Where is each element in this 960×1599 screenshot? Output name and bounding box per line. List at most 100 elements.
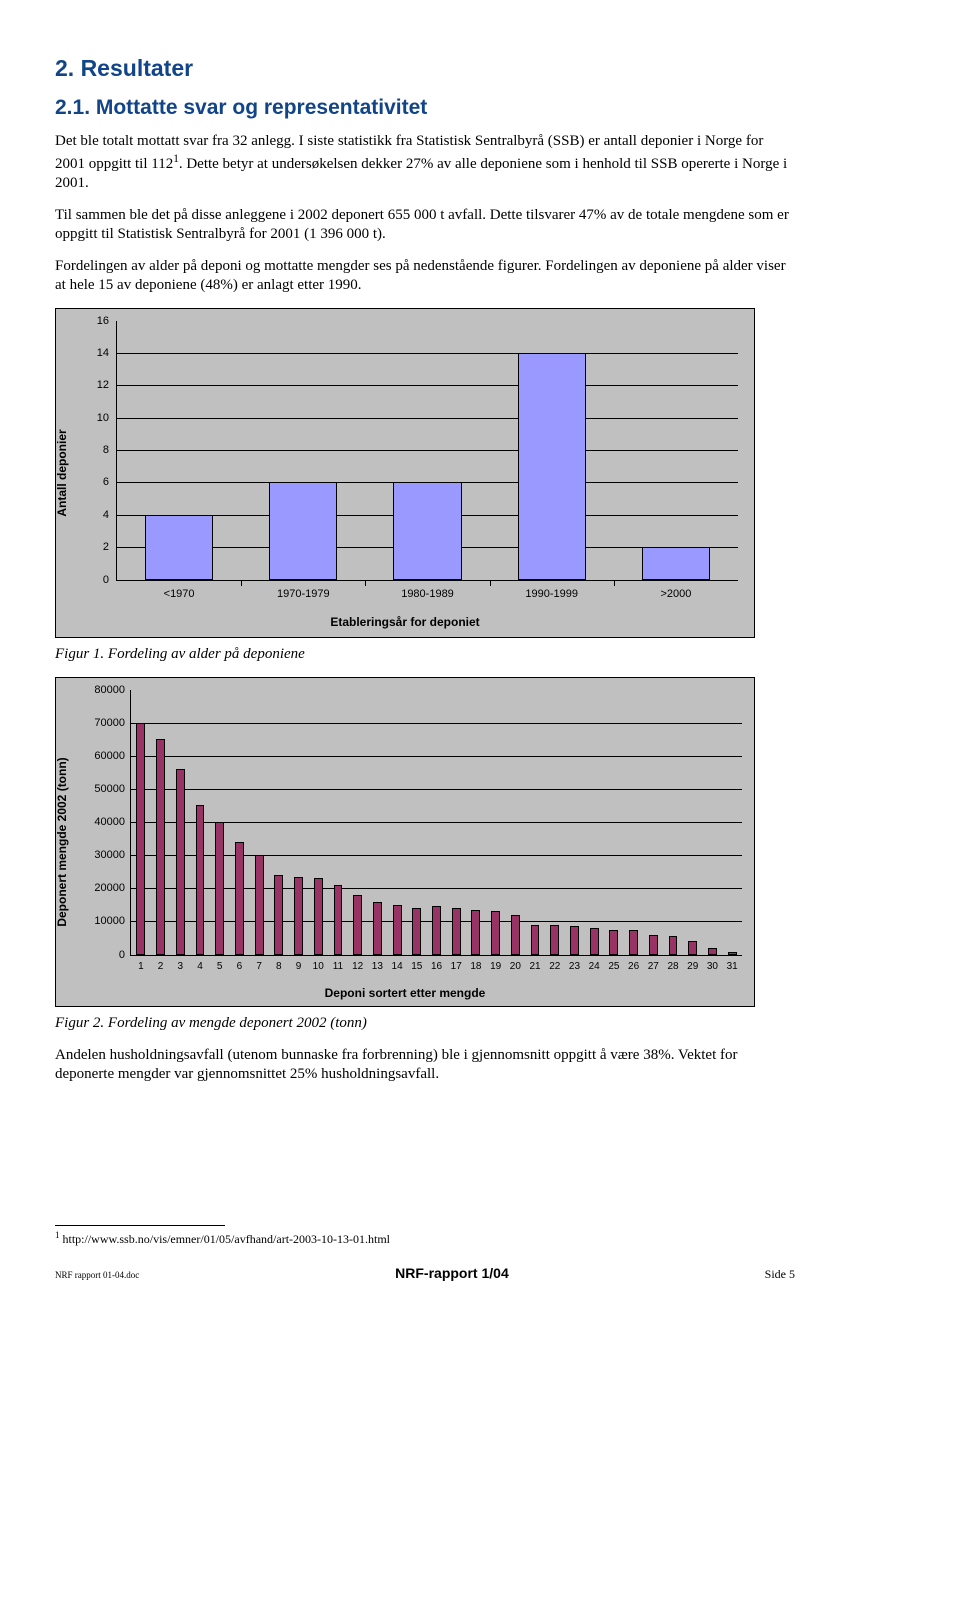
chart1-xtick-label: 1970-1979 — [277, 588, 330, 600]
chart2-xtick-label: 29 — [687, 961, 698, 972]
chart1-xtick-label: <1970 — [164, 588, 195, 600]
chart2-bar — [511, 915, 520, 955]
chart2-bar — [491, 911, 500, 954]
chart2-xtick-label: 27 — [648, 961, 659, 972]
chart1-xtick-label: 1980-1989 — [401, 588, 454, 600]
chart2-xtick-label: 21 — [529, 961, 540, 972]
chart2-bar — [550, 925, 559, 955]
chart1-xtick — [241, 580, 242, 586]
chart1-gridline — [117, 450, 738, 451]
chart2-ytick-label: 10000 — [81, 915, 125, 927]
chart2-xtick-label: 12 — [352, 961, 363, 972]
chart2-bar — [669, 936, 678, 954]
chart1-ytick-label: 12 — [85, 379, 109, 391]
chart1-gridline — [117, 580, 738, 581]
chart2-plot-area: 0100002000030000400005000060000700008000… — [130, 690, 742, 956]
chart2-xtick-label: 8 — [276, 961, 282, 972]
chart2-gridline — [131, 756, 742, 757]
chart1-xtick — [365, 580, 366, 586]
chart2-bar — [471, 910, 480, 955]
chart2-xtick-label: 6 — [237, 961, 243, 972]
section-title: 2. Resultater — [55, 55, 795, 82]
chart1-bar — [518, 353, 586, 580]
footnote: 1 http://www.ssb.no/vis/emner/01/05/avfh… — [55, 1230, 795, 1247]
chart2-bar — [570, 926, 579, 954]
chart2-xtick-label: 26 — [628, 961, 639, 972]
chart2-bar — [393, 905, 402, 955]
chart2-bar — [688, 941, 697, 954]
chart2-gridline — [131, 723, 742, 724]
figure-2-chart: Deponert mengde 2002 (tonn) 010000200003… — [55, 677, 755, 1007]
closing-paragraph: Andelen husholdningsavfall (utenom bunna… — [55, 1046, 795, 1085]
figure-2-caption: Figur 2. Fordeling av mengde deponert 20… — [55, 1015, 795, 1032]
chart2-xtick-label: 11 — [333, 961, 343, 972]
chart2-ytick-label: 30000 — [81, 849, 125, 861]
chart2-bar — [334, 885, 343, 955]
chart2-bar — [649, 935, 658, 955]
figure-1-caption: Figur 1. Fordeling av alder på deponiene — [55, 646, 795, 663]
chart2-ytick-label: 20000 — [81, 882, 125, 894]
chart2-ytick-label: 40000 — [81, 816, 125, 828]
chart1-xtick-label: 1990-1999 — [525, 588, 578, 600]
chart2-bar — [629, 930, 638, 954]
chart2-bar — [215, 822, 224, 955]
chart1-xtick-label: >2000 — [660, 588, 691, 600]
chart1-ytick-label: 14 — [85, 347, 109, 359]
chart2-bar — [136, 723, 145, 955]
chart2-xtick-label: 22 — [549, 961, 560, 972]
chart2-xtick-label: 13 — [372, 961, 383, 972]
paragraph-2: Til sammen ble det på disse anleggene i … — [55, 206, 795, 245]
chart2-bar — [728, 952, 737, 955]
chart2-xlabel: Deponi sortert etter mengde — [56, 986, 754, 1000]
footer-right: Side 5 — [765, 1267, 795, 1282]
chart1-bar — [393, 482, 461, 579]
chart2-xtick-label: 1 — [138, 961, 144, 972]
chart2-bar — [314, 878, 323, 954]
chart1-bar — [642, 547, 710, 579]
chart2-bar — [196, 805, 205, 954]
footnote-divider — [55, 1225, 225, 1226]
chart1-xtick — [614, 580, 615, 586]
paragraph-1: Det ble totalt mottatt svar fra 32 anleg… — [55, 132, 795, 194]
chart1-gridline — [117, 385, 738, 386]
chart2-ytick-label: 50000 — [81, 783, 125, 795]
chart1-xlabel: Etableringsår for deponiet — [56, 615, 754, 629]
chart2-xtick-label: 9 — [296, 961, 302, 972]
chart2-ytick-label: 60000 — [81, 750, 125, 762]
chart2-xtick-label: 20 — [510, 961, 521, 972]
chart2-xtick-label: 16 — [431, 961, 442, 972]
chart2-xtick-label: 17 — [451, 961, 462, 972]
chart2-xtick-label: 7 — [256, 961, 262, 972]
chart2-xtick-label: 25 — [608, 961, 619, 972]
chart2-ylabel: Deponert mengde 2002 (tonn) — [55, 757, 69, 926]
chart2-gridline — [131, 955, 742, 956]
chart2-xtick-label: 19 — [490, 961, 501, 972]
chart2-bar — [708, 948, 717, 955]
figure-1-chart: Antall deponier 0246810121416<19701970-1… — [55, 308, 755, 638]
chart1-ytick-label: 4 — [85, 509, 109, 521]
chart2-ytick-label: 70000 — [81, 717, 125, 729]
chart1-ytick-label: 8 — [85, 444, 109, 456]
chart2-bar — [432, 906, 441, 954]
footer-left: NRF rapport 01-04.doc — [55, 1270, 139, 1280]
chart2-bar — [176, 769, 185, 955]
chart2-bar — [609, 930, 618, 955]
footnote-text: http://www.ssb.no/vis/emner/01/05/avfhan… — [60, 1232, 391, 1246]
chart1-ytick-label: 10 — [85, 412, 109, 424]
chart1-plot-area: 0246810121416<19701970-19791980-19891990… — [116, 321, 738, 581]
chart2-bar — [590, 928, 599, 955]
chart2-xtick-label: 3 — [177, 961, 183, 972]
chart2-xtick-label: 24 — [589, 961, 600, 972]
chart2-bar — [156, 739, 165, 954]
chart2-xtick-label: 2 — [158, 961, 164, 972]
chart2-bar — [294, 877, 303, 955]
chart2-bar — [412, 908, 421, 954]
chart2-xtick-label: 23 — [569, 961, 580, 972]
chart1-gridline — [117, 353, 738, 354]
chart2-xtick-label: 15 — [411, 961, 422, 972]
paragraph-3: Fordelingen av alder på deponi og mottat… — [55, 257, 795, 296]
chart2-bar — [373, 902, 382, 955]
chart2-ytick-label: 80000 — [81, 684, 125, 696]
chart1-gridline — [117, 418, 738, 419]
chart1-ylabel: Antall deponier — [55, 429, 69, 516]
